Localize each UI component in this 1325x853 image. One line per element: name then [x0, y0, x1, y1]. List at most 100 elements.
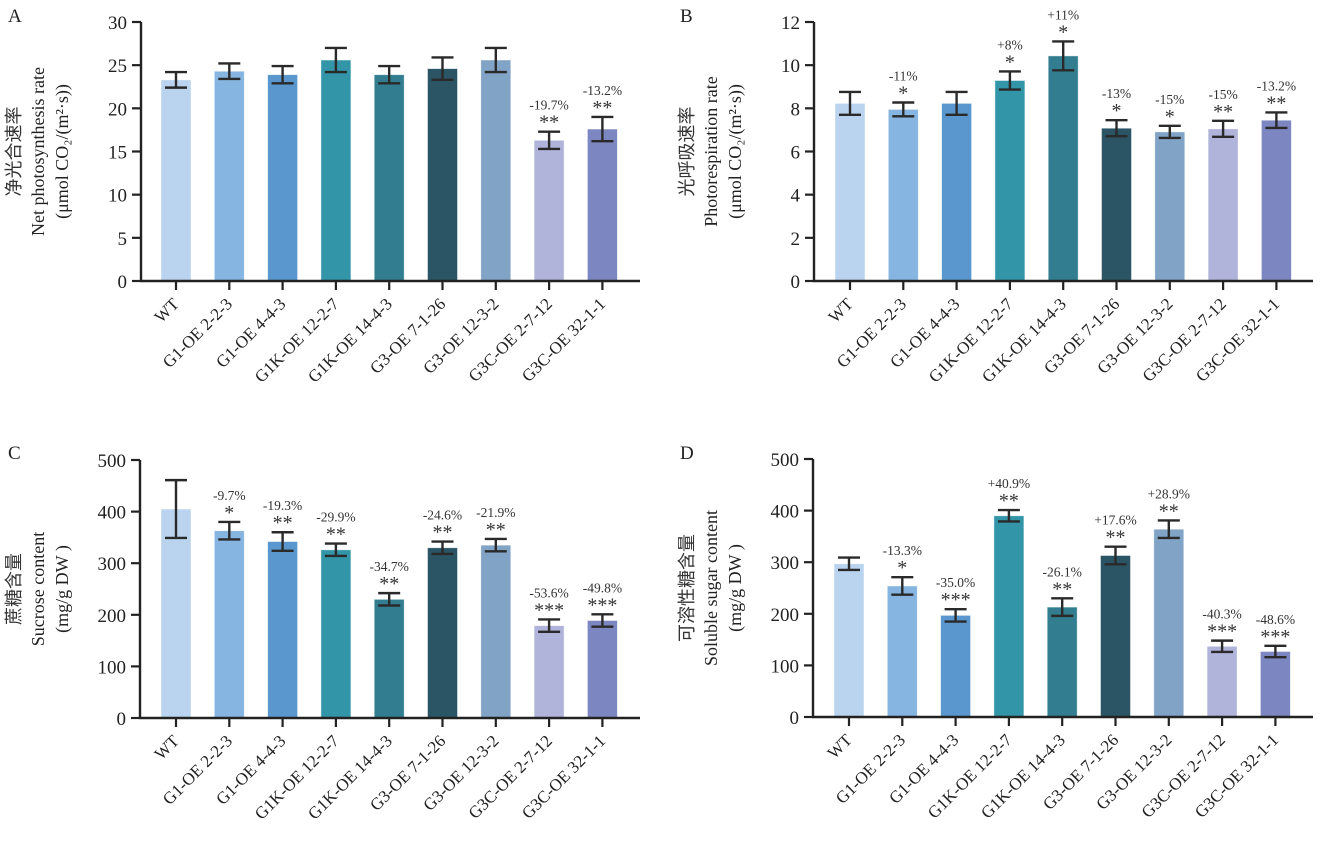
panel-letter: D	[680, 443, 694, 464]
bar	[994, 80, 1026, 282]
change-label: -15%	[1155, 92, 1184, 107]
y-axis-unit: (mg/g DW )	[52, 545, 73, 633]
error-bar	[1158, 124, 1181, 140]
change-label: -24.6%	[423, 508, 462, 523]
bar	[373, 74, 405, 282]
bar	[320, 549, 352, 719]
error-bar	[892, 101, 915, 118]
panel-a: A 净光合速率 Net photosynthesis rate (μmol CO₂/(…	[4, 6, 640, 386]
bar	[427, 68, 458, 282]
bar	[480, 59, 512, 282]
y-axis-title-chinese: 光呼吸速率	[677, 107, 697, 197]
bar	[941, 102, 972, 282]
y-tick-label: 10	[108, 186, 127, 207]
x-tick-label: WT	[824, 730, 857, 763]
y-tick-label: 2	[791, 229, 801, 250]
bar	[427, 547, 458, 719]
panel-d: D 可溶性糖含量 Soluble sugar content (mg/g DW ) WT…	[677, 443, 1313, 822]
change-label: -15%	[1208, 87, 1237, 102]
error-bar	[1264, 644, 1287, 659]
error-bar	[1212, 119, 1235, 139]
significance-label: *	[897, 557, 907, 579]
significance-label: ***	[1207, 621, 1237, 643]
x-tick-label: WT	[151, 294, 184, 327]
change-label: -49.8%	[583, 580, 622, 595]
y-axis-unit: (μmol CO₂/(m²·s))	[725, 84, 746, 219]
change-label: +11%	[1047, 7, 1079, 22]
change-label: -34.7%	[370, 559, 409, 574]
y-tick-label: 400	[771, 502, 800, 523]
panel-letter: C	[8, 443, 21, 464]
y-tick-label: 0	[117, 709, 127, 730]
y-axis-title-chinese: 净光合速率	[4, 107, 24, 197]
panel-letter: A	[8, 6, 22, 27]
y-axis-title: Photorespiration rate	[701, 76, 721, 226]
y-tick-label: 100	[771, 656, 800, 677]
bar	[1100, 555, 1131, 718]
significance-label: **	[326, 524, 346, 546]
y-axis-title: Net photosynthesis rate	[28, 67, 48, 236]
error-bar	[891, 575, 914, 596]
error-bar	[165, 478, 187, 540]
significance-label: ***	[941, 589, 971, 611]
y-axis-title: Soluble sugar content	[701, 510, 721, 666]
y-tick-label: 25	[108, 56, 127, 77]
bar	[1153, 528, 1185, 718]
significance-label: **	[1266, 92, 1286, 114]
y-tick-label: 10	[781, 56, 800, 77]
x-tick-label: WT	[825, 294, 858, 327]
significance-label: **	[1213, 101, 1233, 123]
bar	[1261, 119, 1292, 282]
bar	[533, 139, 565, 282]
significance-label: ***	[1260, 626, 1290, 648]
error-bar	[484, 537, 507, 553]
y-tick-label: 15	[108, 143, 127, 164]
error-bar	[378, 64, 401, 85]
bar	[834, 102, 866, 282]
bar	[373, 598, 405, 719]
y-tick-label: 4	[791, 186, 801, 207]
bar	[213, 530, 245, 719]
bar	[320, 59, 352, 282]
y-tick-label: 400	[98, 503, 127, 524]
y-axis-title: Sucrose content	[28, 532, 48, 646]
y-tick-label: 500	[771, 450, 800, 471]
error-bar	[431, 540, 454, 556]
significance-label: *	[1058, 21, 1068, 43]
change-label: +17.6%	[1094, 513, 1136, 528]
y-tick-label: 300	[98, 554, 127, 575]
bar	[533, 625, 565, 719]
error-bar	[538, 130, 561, 151]
y-axis-title-chinese: 可溶性糖含量	[677, 534, 697, 642]
change-label: -13%	[1102, 86, 1131, 101]
change-label: +28.9%	[1148, 486, 1190, 501]
bar	[993, 515, 1025, 718]
change-label: -40.3%	[1202, 607, 1241, 622]
significance-label: **	[1106, 527, 1126, 549]
change-label: -11%	[889, 69, 918, 84]
error-bar	[1105, 119, 1128, 138]
bar	[886, 585, 918, 718]
error-bar	[484, 46, 507, 74]
y-tick-label: 500	[98, 451, 127, 472]
significance-label: **	[1052, 578, 1072, 600]
significance-label: **	[486, 519, 506, 541]
y-tick-label: 8	[791, 99, 801, 120]
y-axis-unit: (mg/g DW )	[725, 544, 746, 632]
significance-label: **	[999, 490, 1019, 512]
bar	[587, 128, 618, 282]
change-label: -13.2%	[583, 83, 622, 98]
change-label: -29.9%	[316, 510, 355, 525]
error-bar	[591, 115, 614, 143]
bar	[887, 109, 919, 282]
error-bar	[538, 618, 561, 634]
y-tick-label: 100	[98, 657, 127, 678]
y-tick-label: 6	[791, 143, 801, 164]
y-tick-label: 0	[790, 708, 800, 729]
error-bar	[218, 62, 241, 81]
y-tick-label: 300	[771, 553, 800, 574]
bar	[160, 79, 192, 282]
error-bar	[591, 613, 614, 628]
change-label: -35.0%	[936, 575, 975, 590]
